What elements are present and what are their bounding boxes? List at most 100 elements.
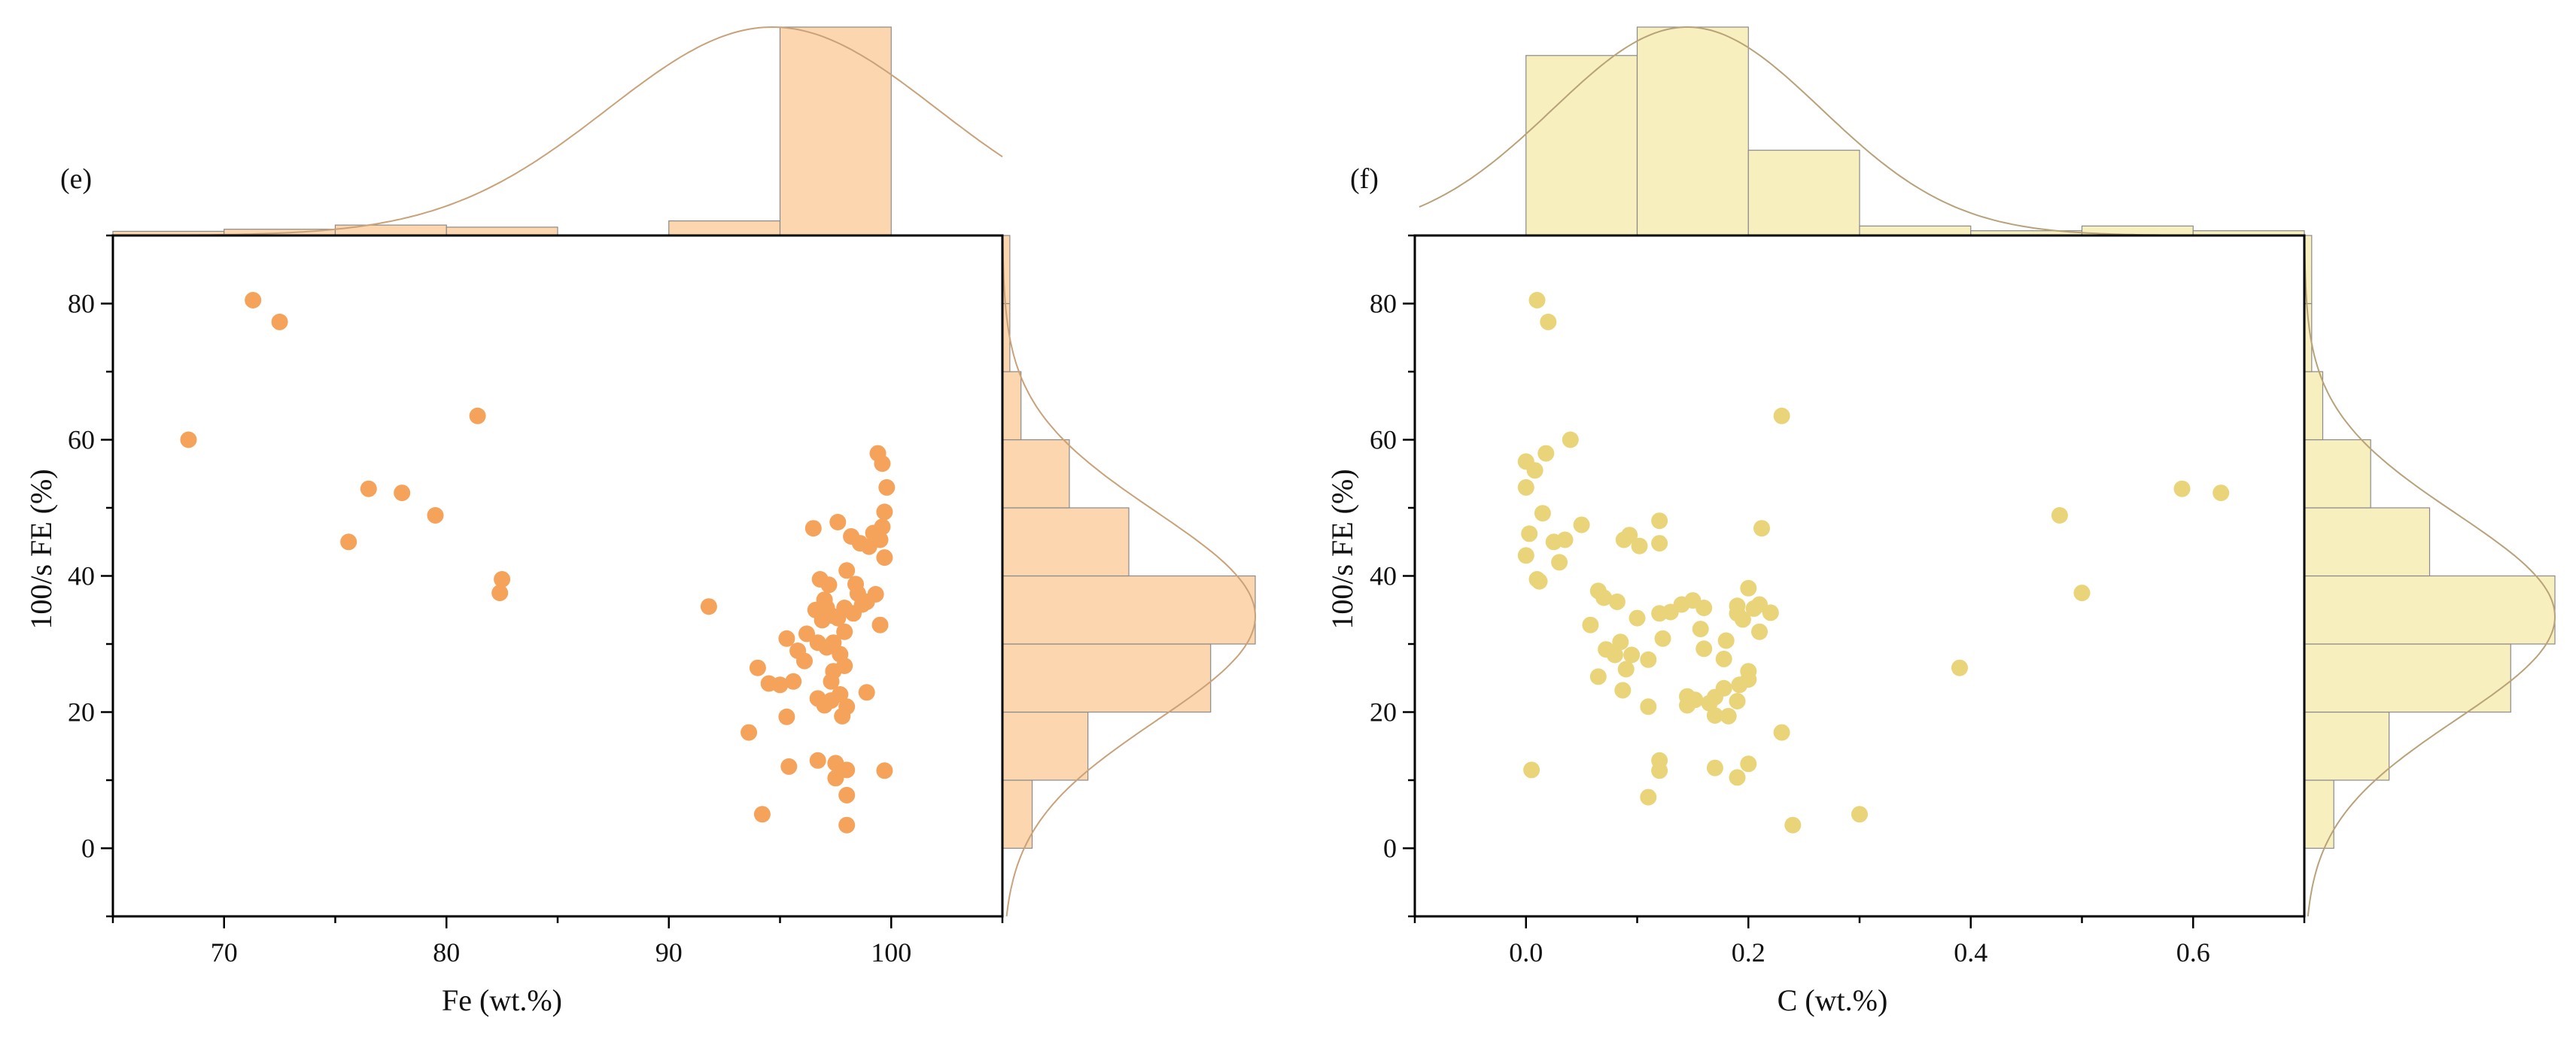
- scatter-point: [838, 562, 856, 579]
- scatter-point: [340, 533, 357, 551]
- scatter-point: [778, 708, 795, 725]
- top-hist-bar: [446, 226, 558, 236]
- x-tick-label: 0.0: [1509, 937, 1543, 968]
- scatter-point: [1640, 651, 1657, 668]
- scatter-point: [1528, 292, 1546, 308]
- scatter-point: [2213, 485, 2230, 502]
- right-hist-bar: [1002, 371, 1022, 441]
- scatter-point: [1573, 516, 1590, 533]
- scatter-point: [1595, 589, 1613, 606]
- x-tick-label: 0.4: [1954, 937, 1988, 968]
- scatter-point: [1562, 431, 1579, 448]
- panel-label-e: (e): [60, 163, 92, 195]
- right-distribution-curve: [1002, 235, 1257, 917]
- scatter-point: [785, 673, 802, 690]
- scatter-point: [1654, 630, 1671, 647]
- scatter-point: [778, 630, 795, 647]
- scatter-point: [1740, 579, 1757, 597]
- right-hist-bar: [2304, 779, 2334, 849]
- scatter-point: [1551, 554, 1568, 571]
- x-axis-label-f: C (wt.%): [1778, 983, 1888, 1017]
- x-axis-label-e: Fe (wt.%): [442, 983, 562, 1017]
- scatter-point: [1537, 445, 1555, 462]
- right-hist-bar: [2304, 507, 2431, 577]
- y-tick-label: 80: [1370, 289, 1397, 319]
- scatter-point: [771, 676, 789, 694]
- top-hist-bar: [1636, 26, 1749, 236]
- scatter-point: [836, 623, 853, 640]
- right-hist-bar: [1002, 643, 1212, 713]
- scatter-point: [1623, 646, 1641, 664]
- scatter-point: [1534, 505, 1551, 522]
- top-hist-bar: [334, 224, 447, 236]
- scatter-point: [1706, 759, 1723, 776]
- panel-label-f: (f): [1350, 163, 1379, 195]
- top-hist-bar: [1747, 150, 1860, 236]
- scatter-point: [838, 698, 856, 715]
- scatter-point: [1715, 679, 1732, 697]
- scatter-point: [874, 518, 891, 536]
- scatter-point: [1517, 547, 1534, 564]
- scatter-point: [1612, 633, 1629, 651]
- y-tick-label: 20: [68, 697, 95, 728]
- y-axis-label-f: 100/s FE (%): [1325, 469, 1359, 629]
- scatter-point: [1606, 646, 1623, 664]
- scatter-point: [1631, 537, 1648, 554]
- scatter-point: [1589, 668, 1607, 685]
- scatter-point: [2073, 585, 2091, 602]
- x-tick-label: 0.2: [1732, 937, 1765, 968]
- scatter-point: [876, 503, 893, 521]
- x-tick-label: 100: [871, 937, 911, 968]
- scatter-point: [180, 431, 197, 448]
- scatter-point: [1729, 769, 1746, 786]
- scatter-point: [1651, 762, 1668, 779]
- scatter-point: [1517, 478, 1534, 496]
- scatter-point: [1686, 691, 1704, 709]
- scatter-point: [871, 616, 889, 633]
- scatter-point: [1696, 600, 1713, 616]
- panel-e: (e) Fe (wt.%) 100/s FE (%) 70 80 90 100 0 20 4…: [24, 26, 1257, 1017]
- right-hist-bar: [1002, 711, 1089, 781]
- y-axis-label-e: 100/s FE (%): [24, 469, 58, 629]
- scatter-point: [832, 686, 849, 703]
- scatter-point: [700, 598, 717, 615]
- scatter-point: [838, 786, 856, 803]
- scatter-point: [1640, 698, 1657, 715]
- right-hist-bar: [2304, 439, 2371, 509]
- scatter-point: [1717, 632, 1735, 649]
- scatter-point: [2173, 480, 2191, 497]
- y-tick-label: 60: [68, 425, 95, 455]
- right-hist-bar: [1002, 779, 1033, 849]
- right-hist-bar: [1002, 575, 1256, 645]
- right-hist-bar: [1002, 507, 1130, 577]
- scatter-point: [469, 407, 486, 424]
- scatter-point: [749, 659, 766, 676]
- scatter-point: [809, 752, 826, 769]
- scatter-point: [1617, 661, 1635, 678]
- plot-area: [1415, 235, 2304, 916]
- scatter-point: [876, 762, 893, 779]
- scatter-point: [1629, 609, 1646, 627]
- scatter-point: [1715, 650, 1732, 667]
- x-tick-label: 90: [655, 937, 683, 968]
- y-tick-label: 40: [68, 561, 95, 591]
- scatter-point: [427, 507, 444, 524]
- y-tick-label: 40: [1370, 561, 1397, 591]
- scatter-point: [1531, 573, 1548, 590]
- scatter-point: [245, 292, 262, 308]
- plot-area: [113, 235, 1002, 916]
- right-hist-bar: [2304, 371, 2324, 441]
- panel-f: (f) C (wt.%) 100/s FE (%) 0.0 0.2 0.4 0.6 0 2…: [1325, 26, 2556, 1017]
- scatter-point: [836, 658, 853, 674]
- scatter-point: [360, 480, 377, 497]
- scatter-point: [1651, 512, 1668, 530]
- scatter-point: [1734, 611, 1751, 628]
- scatter-point: [1740, 671, 1757, 688]
- scatter-point: [874, 455, 891, 472]
- y-tick-label: 0: [81, 834, 95, 864]
- scatter-point: [804, 520, 822, 537]
- scatter-point: [871, 531, 889, 548]
- scatter-point: [1608, 593, 1626, 610]
- scatter-point: [394, 485, 411, 502]
